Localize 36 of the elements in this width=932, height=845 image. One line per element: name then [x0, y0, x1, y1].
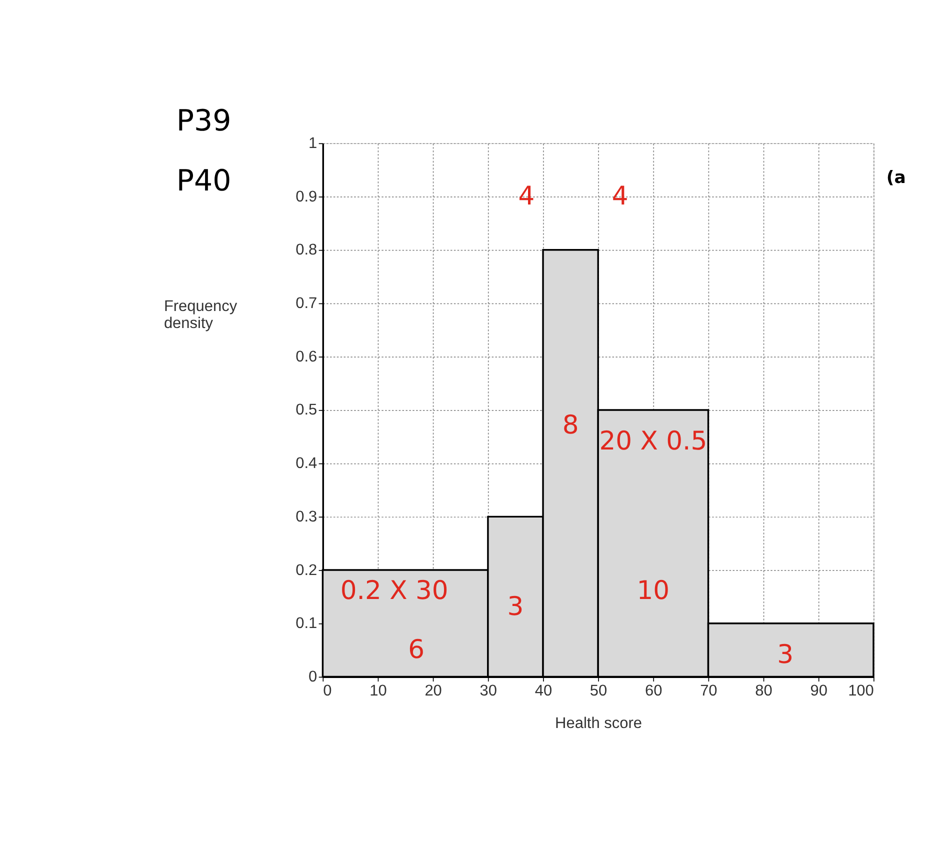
- text: (a: [886, 168, 906, 188]
- y-tick-label: 0.1: [296, 615, 318, 632]
- y-tick-label: 0.5: [296, 402, 318, 419]
- y-axis-title: Frequency density: [164, 298, 238, 332]
- annotation: 10: [636, 576, 670, 606]
- x-axis-title: Health score: [555, 714, 642, 732]
- x-tick-label: 40: [534, 682, 552, 700]
- annotation: 8: [562, 410, 579, 441]
- y-tick-label: 0: [308, 668, 318, 686]
- annotation: 4: [518, 181, 535, 212]
- y-tick-label: 0.7: [296, 295, 318, 312]
- annotation: 6: [408, 634, 425, 665]
- y-tick-label: 0.8: [296, 242, 318, 259]
- x-tick-label: 70: [700, 682, 718, 700]
- annotation: 4: [612, 181, 628, 212]
- x-tick-label: 0: [323, 682, 332, 700]
- text: P40: [176, 164, 232, 198]
- x-tick-label: 60: [644, 682, 662, 700]
- y-tick-label: 1: [308, 134, 318, 152]
- x-tick-label: 90: [810, 682, 828, 700]
- annotation: 0.2 X 30: [340, 576, 448, 606]
- x-tick-label: 80: [755, 682, 772, 700]
- x-tick-label: 20: [424, 682, 442, 700]
- annotation: 20 X 0.5: [599, 426, 708, 457]
- y-tick-label: 0.4: [296, 455, 318, 472]
- x-tick-label: 10: [370, 682, 387, 700]
- x-tick-label: 50: [590, 682, 608, 700]
- y-tick-label: 0.3: [296, 508, 318, 526]
- text: P39: [176, 103, 232, 138]
- x-tick-label: 100: [848, 682, 874, 700]
- y-tick-label: 0.2: [296, 562, 318, 579]
- annotation: 3: [507, 592, 524, 622]
- y-tick-label: 0.6: [296, 348, 318, 366]
- y-tick-label: 0.9: [296, 188, 318, 206]
- annotation: 3: [777, 640, 794, 670]
- x-tick-label: 30: [480, 682, 497, 700]
